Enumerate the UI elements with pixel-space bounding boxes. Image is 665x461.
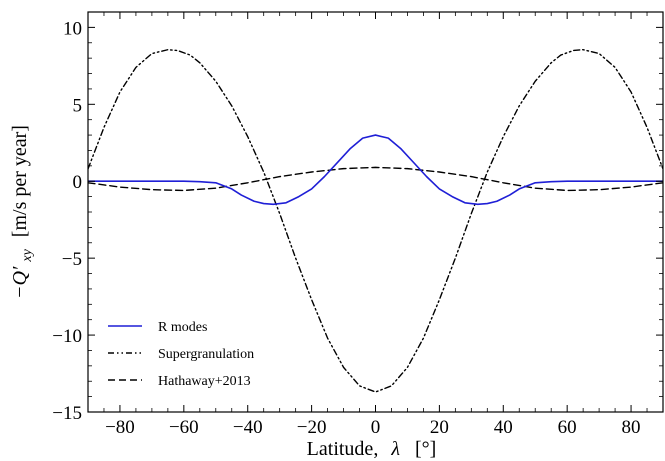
x-axis-label-symbol: λ <box>390 438 400 460</box>
x-tick-label: 20 <box>430 417 449 438</box>
x-tick-label: 80 <box>622 417 641 438</box>
legend: R modes Supergranulation Hathaway+2013 <box>108 320 254 389</box>
y-axis-label-unit: [m/s per year] <box>9 125 31 237</box>
x-tick-label: 40 <box>494 417 513 438</box>
y-tick-label: 0 <box>73 172 83 193</box>
legend-label: Supergranulation <box>158 347 254 362</box>
legend-label: Hathaway+2013 <box>158 374 251 389</box>
x-tick-label: −40 <box>233 417 263 438</box>
legend-label: R modes <box>158 320 207 335</box>
y-axis-label: −Q′ xy [m/s per year] <box>9 125 36 299</box>
x-tick-label: −60 <box>169 417 199 438</box>
series-layer <box>88 48 663 393</box>
series-line-hathaway-2013 <box>88 166 663 192</box>
y-tick-label: −5 <box>62 249 82 270</box>
series-line-supergranulation <box>88 48 663 393</box>
x-axis-label-unit: [°] <box>415 438 436 460</box>
y-axis-label-subscript: xy <box>20 248 35 262</box>
x-tick-label: 0 <box>371 417 381 438</box>
series-line-r-modes <box>88 134 663 206</box>
x-tick-label: 60 <box>558 417 577 438</box>
y-tick-label: −15 <box>52 403 82 424</box>
x-tick-label: −20 <box>297 417 327 438</box>
ticks-layer: −80 −60 −40 −20 0 20 40 60 80 −15 −10 −5 0 5 10 <box>52 11 664 438</box>
y-axis-label-symbol: −Q′ <box>9 266 31 299</box>
x-axis-label: Latitude, λ [°] <box>307 438 437 460</box>
x-tick-label: −80 <box>105 417 135 438</box>
y-tick-label: 10 <box>63 18 82 39</box>
x-axis-label-text: Latitude, <box>307 438 379 460</box>
y-tick-label: −10 <box>52 326 82 347</box>
y-tick-label: 5 <box>73 95 83 116</box>
